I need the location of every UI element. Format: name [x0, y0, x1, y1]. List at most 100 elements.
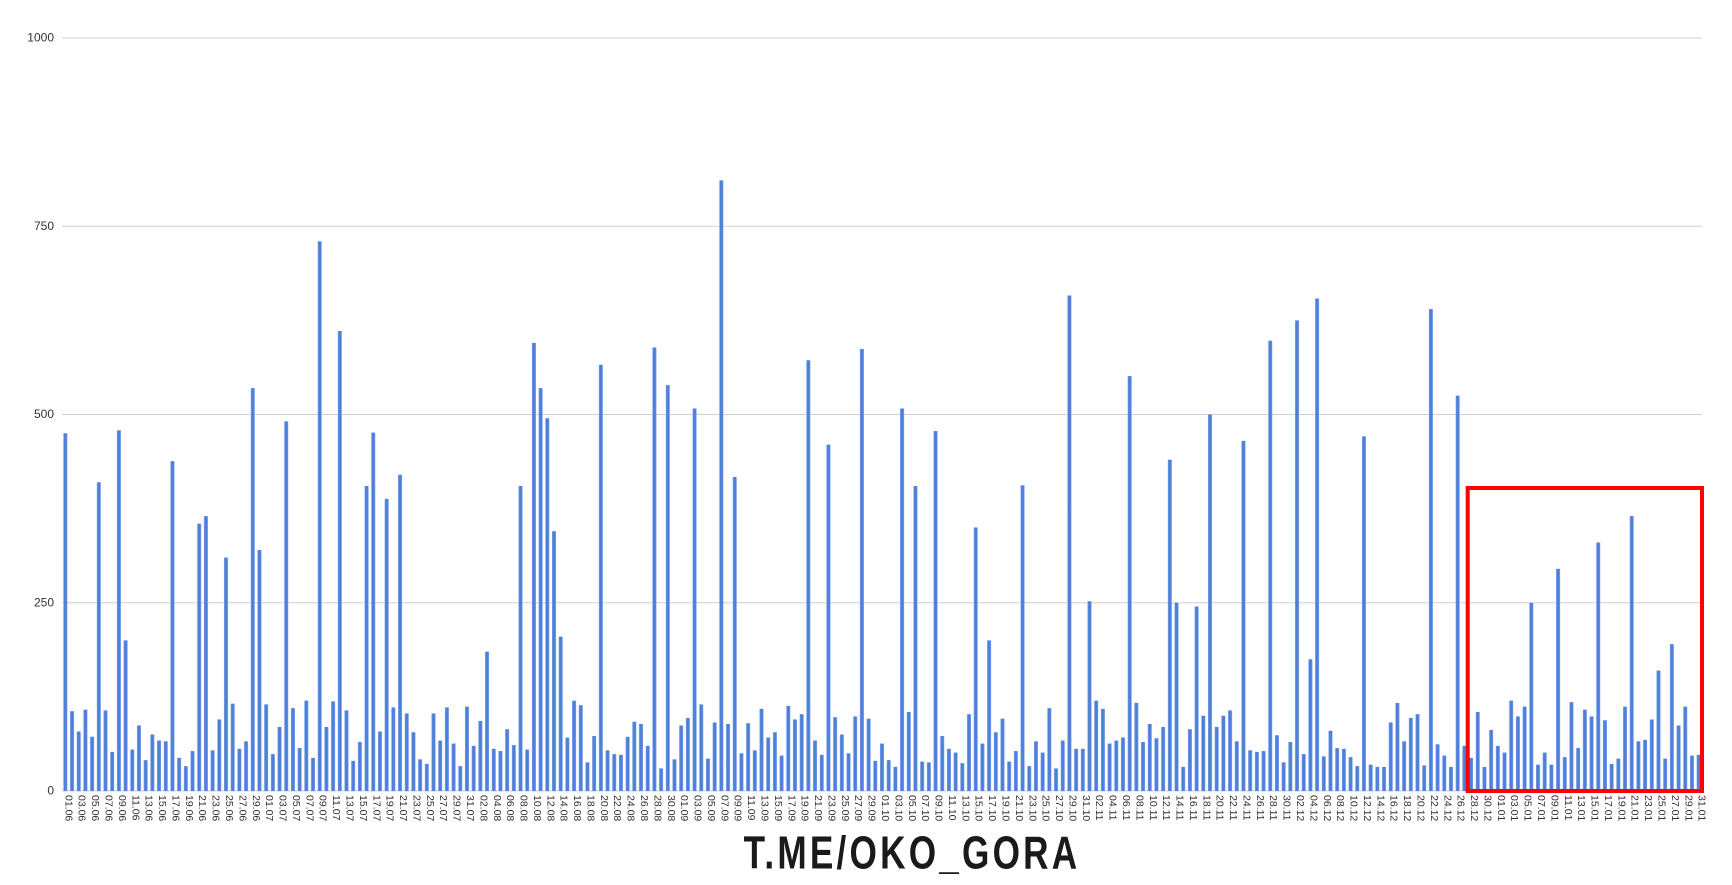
svg-text:09.07: 09.07: [317, 795, 329, 821]
svg-text:25.07: 25.07: [424, 795, 436, 821]
svg-text:21.09: 21.09: [812, 795, 824, 821]
svg-text:06.12: 06.12: [1321, 795, 1333, 821]
svg-text:27.07: 27.07: [437, 795, 449, 821]
svg-text:07.06: 07.06: [103, 795, 115, 821]
svg-text:07.10: 07.10: [919, 795, 931, 821]
svg-text:22.08: 22.08: [611, 795, 623, 821]
svg-text:20.12: 20.12: [1415, 795, 1427, 821]
svg-text:21.07: 21.07: [397, 795, 409, 821]
svg-text:20.11: 20.11: [1214, 795, 1226, 821]
svg-text:05.06: 05.06: [89, 795, 101, 821]
svg-text:24.12: 24.12: [1441, 795, 1453, 821]
svg-text:22.12: 22.12: [1428, 795, 1440, 821]
svg-text:17.10: 17.10: [986, 795, 998, 821]
svg-text:09.10: 09.10: [933, 795, 945, 821]
svg-text:03.06: 03.06: [76, 795, 88, 821]
svg-text:04.08: 04.08: [491, 795, 503, 821]
svg-text:07.01: 07.01: [1535, 795, 1547, 821]
svg-text:08.12: 08.12: [1334, 795, 1346, 821]
svg-text:29.07: 29.07: [451, 795, 463, 821]
svg-text:31.07: 31.07: [464, 795, 476, 821]
svg-text:0: 0: [47, 784, 54, 798]
svg-text:01.01: 01.01: [1495, 795, 1507, 821]
svg-text:07.07: 07.07: [303, 795, 315, 821]
svg-text:02.08: 02.08: [477, 795, 489, 821]
svg-text:27.09: 27.09: [852, 795, 864, 821]
svg-text:01.06: 01.06: [62, 795, 74, 821]
svg-text:05.10: 05.10: [906, 795, 918, 821]
svg-text:07.09: 07.09: [718, 795, 730, 821]
svg-text:04.11: 04.11: [1107, 795, 1119, 821]
svg-text:18.08: 18.08: [584, 795, 596, 821]
svg-text:21.10: 21.10: [1013, 795, 1025, 821]
svg-text:13.06: 13.06: [143, 795, 155, 821]
svg-text:17.01: 17.01: [1602, 795, 1614, 821]
svg-text:19.09: 19.09: [799, 795, 811, 821]
svg-text:13.09: 13.09: [759, 795, 771, 821]
svg-text:15.07: 15.07: [357, 795, 369, 821]
svg-text:30.11: 30.11: [1281, 795, 1293, 821]
svg-text:05.09: 05.09: [705, 795, 717, 821]
svg-text:24.08: 24.08: [625, 795, 637, 821]
svg-text:03.10: 03.10: [892, 795, 904, 821]
svg-text:10.11: 10.11: [1147, 795, 1159, 821]
svg-text:11.06: 11.06: [129, 795, 141, 821]
svg-text:26.12: 26.12: [1455, 795, 1467, 821]
svg-text:750: 750: [34, 219, 54, 233]
svg-text:15.01: 15.01: [1589, 795, 1601, 821]
svg-text:05.01: 05.01: [1522, 795, 1534, 821]
svg-text:29.01: 29.01: [1682, 795, 1694, 821]
svg-text:T.ME/OKO_GORA: T.ME/OKO_GORA: [744, 827, 1081, 879]
svg-text:23.07: 23.07: [410, 795, 422, 821]
svg-text:24.11: 24.11: [1240, 795, 1252, 821]
svg-text:01.07: 01.07: [263, 795, 275, 821]
svg-text:500: 500: [34, 407, 54, 421]
svg-text:17.07: 17.07: [370, 795, 382, 821]
svg-text:14.11: 14.11: [1174, 795, 1186, 821]
svg-text:29.06: 29.06: [250, 795, 262, 821]
svg-text:15.09: 15.09: [772, 795, 784, 821]
svg-text:19.07: 19.07: [384, 795, 396, 821]
svg-text:05.07: 05.07: [290, 795, 302, 821]
svg-text:12.08: 12.08: [544, 795, 556, 821]
svg-text:27.10: 27.10: [1053, 795, 1065, 821]
svg-text:19.06: 19.06: [183, 795, 195, 821]
svg-text:04.12: 04.12: [1307, 795, 1319, 821]
svg-text:28.12: 28.12: [1468, 795, 1480, 821]
svg-text:20.08: 20.08: [598, 795, 610, 821]
svg-text:30.12: 30.12: [1481, 795, 1493, 821]
svg-text:30.08: 30.08: [665, 795, 677, 821]
svg-text:09.06: 09.06: [116, 795, 128, 821]
svg-text:17.09: 17.09: [785, 795, 797, 821]
svg-text:13.01: 13.01: [1575, 795, 1587, 821]
svg-text:03.09: 03.09: [692, 795, 704, 821]
svg-text:19.10: 19.10: [999, 795, 1011, 821]
svg-text:31.10: 31.10: [1080, 795, 1092, 821]
svg-text:06.11: 06.11: [1120, 795, 1132, 821]
svg-text:1000: 1000: [27, 31, 54, 45]
svg-text:09.01: 09.01: [1548, 795, 1560, 821]
svg-text:29.09: 29.09: [866, 795, 878, 821]
svg-text:15.06: 15.06: [156, 795, 168, 821]
svg-text:26.11: 26.11: [1254, 795, 1266, 821]
svg-text:14.12: 14.12: [1374, 795, 1386, 821]
svg-text:28.08: 28.08: [651, 795, 663, 821]
svg-text:01.10: 01.10: [879, 795, 891, 821]
svg-text:23.06: 23.06: [210, 795, 222, 821]
svg-text:13.10: 13.10: [959, 795, 971, 821]
svg-text:250: 250: [34, 595, 54, 609]
svg-text:23.10: 23.10: [1026, 795, 1038, 821]
svg-text:27.06: 27.06: [236, 795, 248, 821]
svg-text:25.01: 25.01: [1655, 795, 1667, 821]
svg-text:01.09: 01.09: [678, 795, 690, 821]
svg-text:12.12: 12.12: [1361, 795, 1373, 821]
svg-text:26.08: 26.08: [638, 795, 650, 821]
svg-text:02.11: 02.11: [1093, 795, 1105, 821]
svg-text:10.12: 10.12: [1348, 795, 1360, 821]
svg-text:18.12: 18.12: [1401, 795, 1413, 821]
svg-text:11.07: 11.07: [330, 795, 342, 821]
svg-text:16.08: 16.08: [571, 795, 583, 821]
svg-text:25.06: 25.06: [223, 795, 235, 821]
svg-text:11.01: 11.01: [1562, 795, 1574, 821]
svg-text:11.10: 11.10: [946, 795, 958, 821]
